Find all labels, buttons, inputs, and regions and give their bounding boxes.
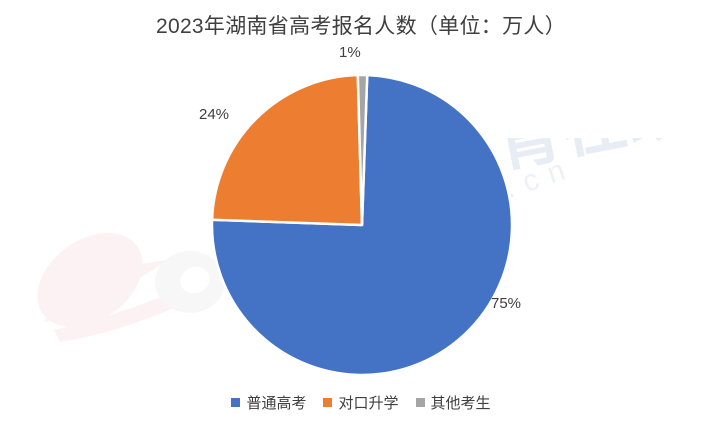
eol-logo-watermark (37, 232, 238, 342)
data-label-qita-kaosheng: 1% (339, 44, 361, 61)
chart-legend: 普通高考 对口升学 其他考生 (0, 392, 722, 413)
legend-item-putong-gaokao[interactable]: 普通高考 (231, 392, 306, 413)
pie-slice-duikou-shengxue[interactable] (212, 75, 364, 227)
chart-title: 2023年湖南省高考报名人数（单位：万人） (155, 15, 566, 38)
pie-svg (212, 75, 512, 375)
legend-swatch-icon-putong-gaokao (231, 398, 241, 407)
legend-item-qita-kaosheng[interactable]: 其他考生 (415, 392, 491, 413)
legend-label-duikou-shengxue: 对口升学 (338, 395, 399, 412)
legend-swatch-icon-qita-kaosheng (415, 398, 425, 407)
legend-label-qita-kaosheng: 其他考生 (430, 395, 491, 412)
data-label-duikou-shengxue: 24% (199, 106, 230, 123)
legend-swatch-icon-duikou-shengxue (323, 398, 333, 407)
legend-item-duikou-shengxue[interactable]: 对口升学 (323, 392, 399, 413)
legend-label-putong-gaokao: 普通高考 (246, 395, 307, 412)
pie-slice-qita-kaosheng[interactable] (356, 75, 369, 227)
data-label-putong-gaokao: 75% (491, 295, 522, 312)
pie-plot-area (212, 75, 512, 375)
